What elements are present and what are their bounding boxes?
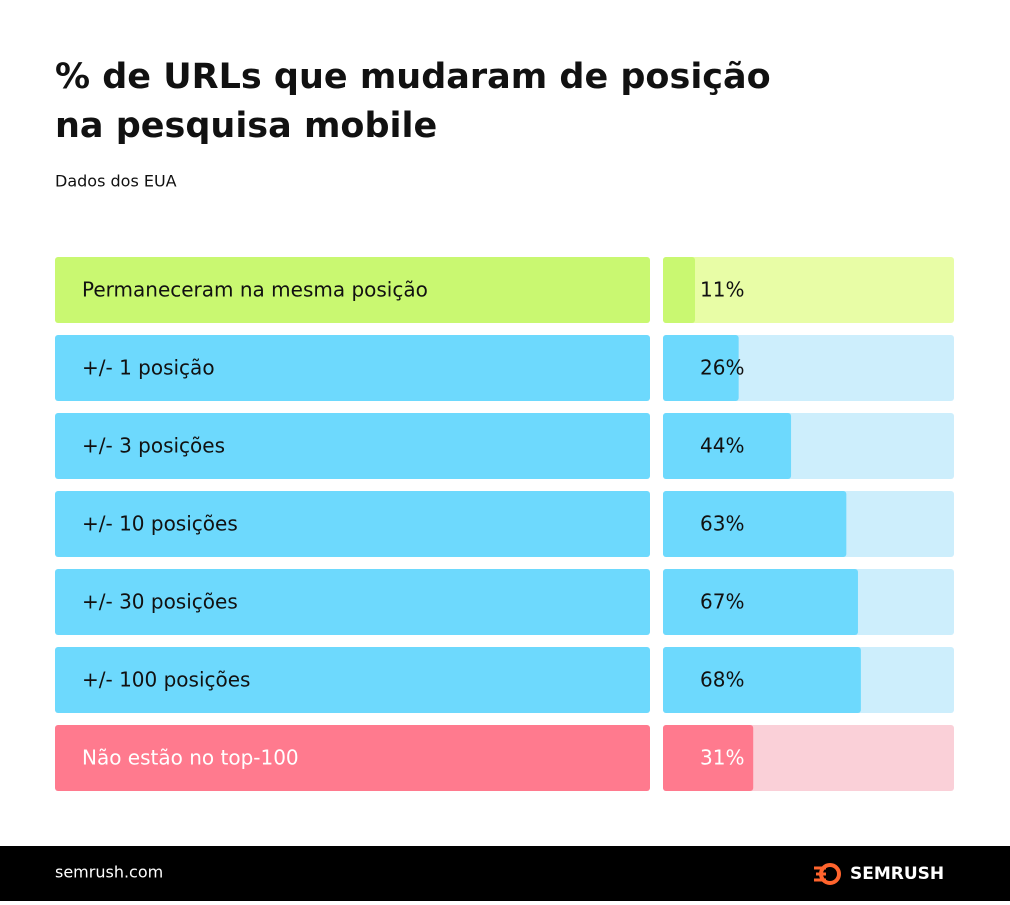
category-box xyxy=(55,413,650,479)
category-label: +/- 10 posições xyxy=(82,512,238,536)
category-label: Permaneceram na mesma posição xyxy=(82,278,428,302)
value-label: 26% xyxy=(700,356,744,380)
chart-title: % de URLs que mudaram de posição xyxy=(55,57,771,97)
brand-logo-icon xyxy=(814,863,841,885)
bar xyxy=(663,647,861,713)
bar xyxy=(663,569,858,635)
value-label: 68% xyxy=(700,668,744,692)
category-box xyxy=(55,257,650,323)
chart-subtitle: Dados dos EUA xyxy=(55,172,177,191)
category-box xyxy=(55,335,650,401)
bar xyxy=(663,257,696,323)
category-label: Não estão no top-100 xyxy=(82,746,299,770)
category-box xyxy=(55,647,650,713)
bar-track xyxy=(663,257,954,323)
footer-site: semrush.com xyxy=(55,863,163,882)
bar xyxy=(663,413,792,479)
footer-brand: SEMRUSH xyxy=(850,864,944,884)
bar xyxy=(663,335,739,401)
value-label: 31% xyxy=(700,746,744,770)
value-label: 11% xyxy=(700,278,744,302)
category-label: +/- 3 posições xyxy=(82,434,225,458)
category-label: +/- 100 posições xyxy=(82,668,250,692)
category-box xyxy=(55,725,650,791)
category-box xyxy=(55,569,650,635)
category-label: +/- 30 posições xyxy=(82,590,238,614)
value-label: 44% xyxy=(700,434,744,458)
bar xyxy=(663,725,754,791)
value-label: 63% xyxy=(700,512,744,536)
footer-band xyxy=(0,846,1010,901)
category-box xyxy=(55,491,650,557)
category-label: +/- 1 posição xyxy=(82,356,215,380)
bar xyxy=(663,491,847,557)
chart-title: na pesquisa mobile xyxy=(55,106,437,146)
value-label: 67% xyxy=(700,590,744,614)
